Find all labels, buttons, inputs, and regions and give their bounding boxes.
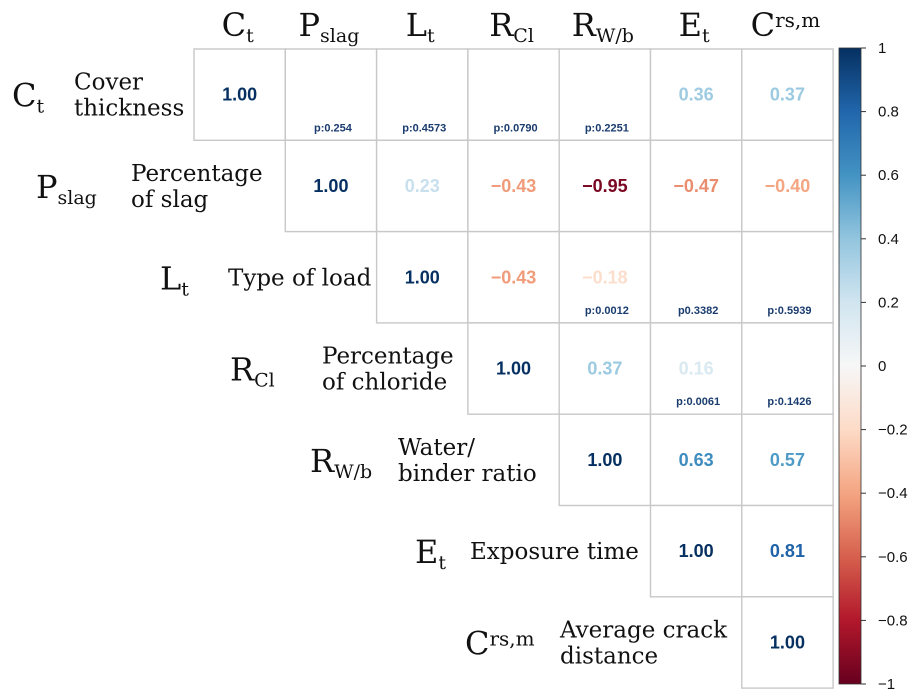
heatmap-cell: [649, 230, 743, 324]
column-header-label: Crs,m: [751, 6, 821, 44]
colorbar-tick-label: −0.8: [878, 612, 908, 629]
cell-value-label: 1.00: [313, 176, 348, 196]
row-description-label: of slag: [131, 187, 209, 213]
heatmap-cell: [741, 230, 834, 324]
heatmap-cell: [558, 230, 652, 324]
cell-p-value: p:0.0061: [676, 396, 720, 408]
row-symbol-label: Ct: [12, 77, 44, 118]
heatmap-cell: [284, 48, 378, 142]
cell-p-value: p:0.0790: [494, 122, 538, 134]
row-symbol-label: Et: [415, 533, 446, 574]
heatmap-cell: [558, 413, 652, 507]
cell-p-value: p:0.0012: [585, 305, 629, 317]
colorbar-tick-label: 0.2: [878, 294, 899, 311]
row-description-label: binder ratio: [398, 461, 537, 487]
colorbar-tick-label: −1: [878, 676, 895, 691]
row-description-label: Percentage: [131, 161, 263, 187]
colorbar-tick-label: −0.2: [878, 422, 908, 439]
heatmap-cell: [649, 139, 743, 233]
heatmap-cell: [649, 322, 743, 415]
row-description-label: Type of load: [228, 265, 372, 291]
heatmap-cell: [375, 230, 469, 324]
heatmap-cell: [375, 48, 469, 142]
cell-p-value: p0.3382: [678, 305, 718, 317]
cell-p-value: p:0.5939: [767, 305, 811, 317]
cell-value-label: 0.63: [679, 450, 714, 470]
row-symbol-label: Crs,m: [465, 624, 535, 662]
heatmap-cell: [467, 139, 560, 233]
heatmap-cell: [467, 48, 560, 142]
row-description-label: Percentage: [322, 344, 454, 370]
heatmap-cell: [741, 322, 834, 415]
cell-value-label: 0.37: [770, 85, 805, 105]
heatmap-cell: [284, 139, 378, 233]
cell-value-label: −0.40: [765, 176, 811, 196]
cell-value-label: 0.16: [679, 359, 714, 379]
column-header-label: Pslag: [299, 6, 360, 47]
heatmap-cell: [741, 596, 834, 689]
cell-value-label: 1.00: [679, 541, 714, 561]
cell-value-label: −0.43: [491, 176, 537, 196]
colorbar-ticks: 1 0.8 0.6 0.4 0.2 0 −0.2 −0.4 −0.6 −0.8 −1: [861, 40, 908, 691]
cell-value-label: 0.23: [405, 176, 440, 196]
row-symbol-label: Lt: [160, 259, 189, 300]
cell-p-value: p:0.4573: [402, 122, 446, 134]
colorbar: 1 0.8 0.6 0.4 0.2 0 −0.2 −0.4 −0.6 −0.8 −1: [838, 40, 908, 691]
colorbar-tick-label: 0.6: [878, 167, 899, 184]
cell-value-label: 0.57: [770, 450, 805, 470]
cell-value-label: 0.37: [587, 359, 622, 379]
column-header-label: RW/b: [572, 6, 634, 47]
colorbar-tick-label: 0.4: [878, 231, 899, 248]
cell-p-value: p:0.2251: [585, 122, 629, 134]
row-description-label: thickness: [74, 96, 184, 122]
colorbar-tick-label: 1: [878, 40, 886, 57]
row-description-label: distance: [560, 643, 658, 669]
cell-value-label: 0.36: [679, 85, 714, 105]
row-description-label: Exposure time: [470, 539, 639, 565]
colorbar-gradient: [838, 47, 862, 685]
cell-value-label: 1.00: [587, 450, 622, 470]
heatmap-cell: [741, 413, 834, 507]
cell-value-label: 0.81: [770, 541, 805, 561]
cell-value-label: 1.00: [770, 632, 805, 652]
cell-p-value: p:0.1426: [767, 396, 811, 408]
cell-value-label: 1.00: [496, 359, 531, 379]
cell-value-label: 1.00: [222, 85, 257, 105]
colorbar-tick-label: 0.8: [878, 104, 899, 121]
column-header-label: RCl: [489, 6, 534, 47]
colorbar-tick-label: −0.6: [878, 549, 908, 566]
row-symbol-label: RCl: [230, 351, 275, 392]
cell-value-label: 1.00: [405, 267, 440, 287]
column-header-label: Lt: [406, 6, 435, 47]
correlation-cells: 1.00 p:0.254 p:0.4573 p:0.0790 p:0.2251 0.36 0…: [193, 48, 834, 689]
heatmap-cell: [467, 322, 560, 415]
row-description-label: Cover: [74, 70, 143, 96]
colorbar-tick-label: 0: [878, 358, 886, 375]
heatmap-cell: [193, 48, 287, 142]
cell-value-label: −0.18: [582, 267, 628, 287]
row-symbol-label: Pslag: [36, 168, 97, 209]
row-description-label: of chloride: [322, 370, 447, 396]
cell-value-label: −0.43: [491, 267, 537, 287]
cell-value-label: −0.47: [673, 176, 719, 196]
heatmap-cell: [741, 504, 834, 598]
row-description-label: Water/: [398, 435, 475, 461]
cell-value-label: −0.95: [582, 176, 628, 196]
column-header-label: Et: [679, 6, 710, 47]
column-header-label: Ct: [222, 6, 254, 47]
colorbar-tick-label: −0.4: [878, 485, 908, 502]
row-description-label: Average crack: [559, 617, 728, 643]
heatmap-cell: [558, 322, 652, 415]
cell-p-value: p:0.254: [314, 122, 353, 134]
row-symbol-label: RW/b: [310, 442, 372, 483]
heatmap-cell: [649, 48, 743, 142]
